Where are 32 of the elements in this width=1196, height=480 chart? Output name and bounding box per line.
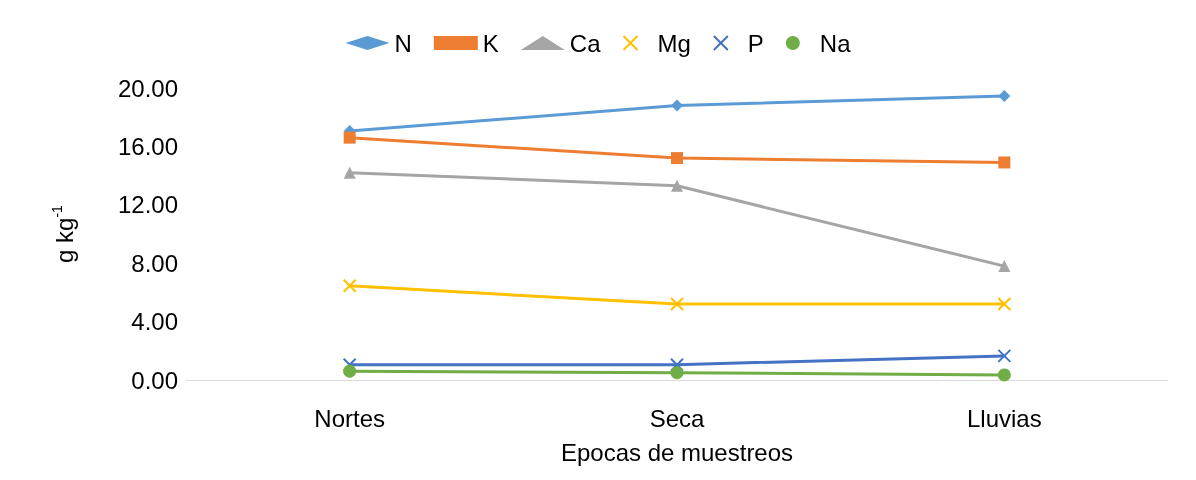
point [343, 131, 356, 144]
point [343, 166, 356, 179]
legend-label: Na [819, 29, 852, 57]
x-tick-label: Seca [649, 404, 705, 432]
point [670, 366, 684, 380]
point [670, 297, 684, 312]
y-tick-label: 20.00 [117, 74, 178, 102]
y-tick-label: 8.00 [131, 249, 178, 277]
point [343, 364, 357, 378]
point [997, 368, 1011, 382]
legend-label: Ca [569, 29, 602, 57]
point [671, 152, 683, 165]
legend-label: K [482, 29, 499, 57]
point [671, 99, 683, 112]
y-tick-label: 4.00 [131, 308, 178, 336]
point [998, 90, 1011, 103]
legend-label: P [747, 29, 764, 57]
x-axis-title: Epocas de muestreos [560, 438, 794, 466]
legend-label: Mg [657, 29, 691, 57]
point [997, 297, 1012, 312]
y-axis-title: g kg-1 [49, 204, 78, 263]
point [998, 156, 1011, 169]
point [998, 260, 1011, 273]
point [342, 278, 357, 293]
x-tick-label: Nortes [314, 404, 386, 432]
point [671, 179, 683, 192]
y-tick-label: 16.00 [117, 132, 178, 160]
y-tick-label: 0.00 [131, 366, 178, 394]
y-tick-label: 12.00 [117, 191, 178, 219]
legend-label: N [394, 29, 412, 57]
point [997, 348, 1012, 363]
x-tick-label: Lluvias [966, 404, 1042, 432]
